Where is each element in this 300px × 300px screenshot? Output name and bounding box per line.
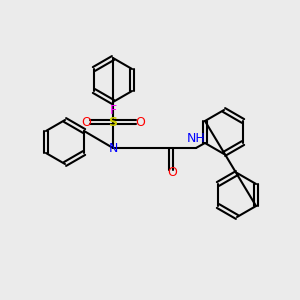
Text: O: O <box>167 167 177 179</box>
Text: NH: NH <box>187 132 206 145</box>
Text: O: O <box>81 116 91 128</box>
Text: O: O <box>135 116 145 128</box>
Text: F: F <box>110 104 117 117</box>
Text: S: S <box>109 116 118 128</box>
Text: N: N <box>108 142 118 154</box>
